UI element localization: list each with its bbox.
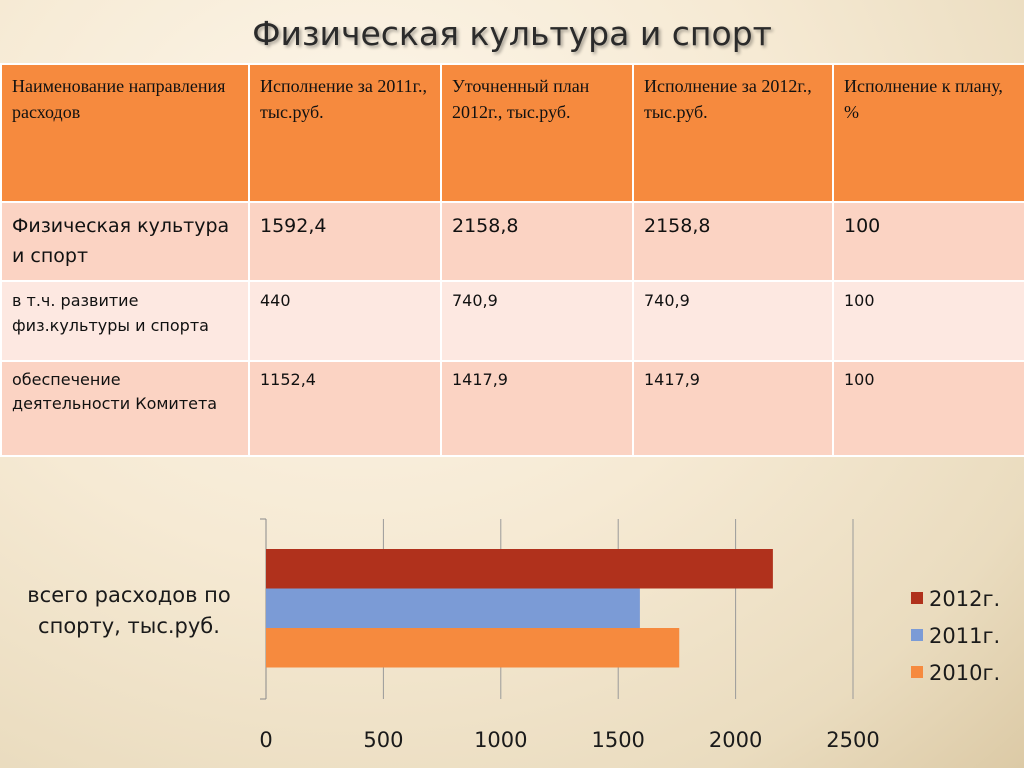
cell-actual-2012: 2158,8 [632, 201, 834, 282]
cell-actual-2011: 440 [248, 280, 442, 362]
legend-label: 2010г. [929, 661, 1000, 685]
table-header-row: Наименование направления расходов Исполн… [0, 63, 1024, 203]
x-tick-label: 1500 [591, 728, 644, 752]
x-tick-label: 1000 [474, 728, 527, 752]
header-plan-percent: Исполнение к плану, % [832, 63, 1024, 203]
cell-plan-2012: 2158,8 [440, 201, 634, 282]
legend-swatch [911, 629, 923, 641]
chart-category-label: всего расходов по спорту, тыс.руб. [27, 583, 231, 638]
cell-plan-2012: 1417,9 [440, 360, 634, 457]
table-row: в т.ч. развитие физ.культуры и спорта 44… [0, 280, 1024, 362]
budget-table: Наименование направления расходов Исполн… [0, 63, 1024, 457]
table-row: обеспечение деятельности Комитета 1152,4… [0, 360, 1024, 457]
legend-label: 2012г. [929, 587, 1000, 611]
cell-actual-2011: 1152,4 [248, 360, 442, 457]
bar-2012 [266, 549, 773, 589]
bar-2010 [266, 628, 680, 668]
cell-actual-2011: 1592,4 [248, 201, 442, 282]
x-tick-label: 500 [363, 728, 403, 752]
cell-plan-percent: 100 [832, 360, 1024, 457]
header-expense-name: Наименование направления расходов [0, 63, 250, 203]
cell-plan-percent: 100 [832, 201, 1024, 282]
header-actual-2012: Исполнение за 2012г., тыс.руб. [632, 63, 834, 203]
cell-expense-name: обеспечение деятельности Комитета [0, 360, 250, 457]
legend-swatch [911, 666, 923, 678]
header-actual-2011: Исполнение за 2011г., тыс.руб. [248, 63, 442, 203]
bar-2011 [266, 588, 640, 628]
cell-actual-2012: 1417,9 [632, 360, 834, 457]
cell-plan-percent: 100 [832, 280, 1024, 362]
x-tick-label: 0 [259, 728, 272, 752]
x-tick-label: 2500 [826, 728, 879, 752]
cell-plan-2012: 740,9 [440, 280, 634, 362]
table-row: Физическая культура и спорт 1592,4 2158,… [0, 201, 1024, 282]
cell-expense-name: в т.ч. развитие физ.культуры и спорта [0, 280, 250, 362]
header-plan-2012: Уточненный план 2012г., тыс.руб. [440, 63, 634, 203]
cell-expense-name: Физическая культура и спорт [0, 201, 250, 282]
legend-label: 2011г. [929, 624, 1000, 648]
x-tick-label: 2000 [709, 728, 762, 752]
slide-title: Физическая культура и спорт [252, 14, 772, 53]
legend-swatch [911, 592, 923, 604]
cell-actual-2012: 740,9 [632, 280, 834, 362]
